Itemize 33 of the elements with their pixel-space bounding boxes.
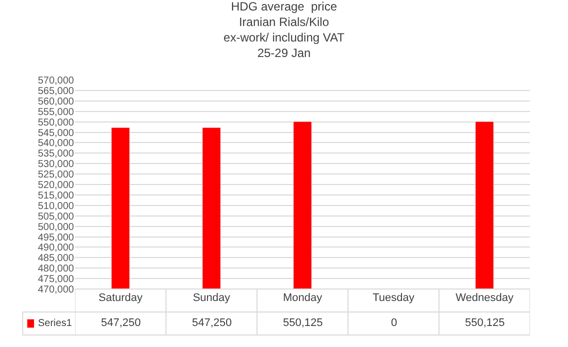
y-tick-label: 505,000 xyxy=(38,211,74,222)
y-tick-label: 485,000 xyxy=(38,253,74,264)
y-tick-label: 535,000 xyxy=(38,148,74,160)
y-tick-label: 525,000 xyxy=(38,170,74,181)
chart-title: HDG average price Iranian Rials/Kilo ex-work/ including VAT 25-29 Jan xyxy=(224,0,346,60)
y-tick-label: 540,000 xyxy=(38,138,74,150)
legend-label: Series1 xyxy=(38,318,72,329)
y-tick-label: 480,000 xyxy=(38,264,74,275)
y-tick-label: 565,000 xyxy=(38,86,74,97)
data-label: 550,125 xyxy=(283,317,323,329)
y-tick-label: 495,000 xyxy=(38,232,74,244)
y-tick-label: 550,000 xyxy=(38,117,74,128)
y-tick-label: 490,000 xyxy=(38,242,74,254)
y-tick-label: 570,000 xyxy=(38,76,74,86)
x-tick-label: Wednesday xyxy=(456,292,514,304)
y-tick-label: 530,000 xyxy=(38,159,74,170)
x-tick-label: Monday xyxy=(282,292,323,304)
x-tick-label: Tuesday xyxy=(372,292,415,304)
data-label: 550,125 xyxy=(465,317,505,329)
y-tick-label: 560,000 xyxy=(38,96,74,108)
y-tick-label: 515,000 xyxy=(38,190,74,202)
y-tick-label: 520,000 xyxy=(38,180,74,191)
y-tick-label: 510,000 xyxy=(38,200,74,212)
x-tick-label: Sunday xyxy=(192,292,231,304)
text: 0 xyxy=(391,317,398,329)
y-tick-label: 545,000 xyxy=(38,128,74,139)
y-tick-label: 555,000 xyxy=(38,106,74,118)
y-tick-label: 475,000 xyxy=(38,274,74,286)
x-tick-label: Saturday xyxy=(98,292,144,304)
data-label: 547,250 xyxy=(101,317,141,329)
data-label: 547,250 xyxy=(192,317,232,329)
y-tick-label: 470,000 xyxy=(38,284,74,296)
y-tick-label: 500,000 xyxy=(38,222,74,233)
